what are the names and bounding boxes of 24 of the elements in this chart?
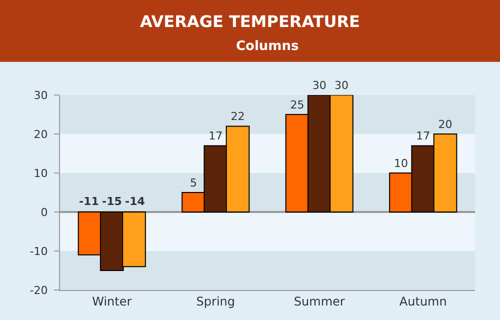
- data-label: -15: [102, 195, 122, 208]
- x-tick-label: Spring: [196, 294, 235, 308]
- data-label: 17: [416, 130, 430, 143]
- y-tick-label: 10: [34, 166, 48, 180]
- x-tick-label: Winter: [92, 294, 132, 308]
- data-label: 22: [230, 110, 245, 124]
- data-label: 25: [290, 98, 304, 112]
- data-label: 5: [190, 176, 197, 190]
- data-label: -11: [79, 195, 99, 208]
- y-tick-label: 30: [34, 88, 48, 102]
- y-tick-label: 20: [34, 128, 48, 141]
- data-label: 17: [208, 130, 223, 143]
- data-label: 30: [334, 79, 349, 92]
- data-label: 20: [438, 118, 452, 131]
- data-label: 10: [394, 157, 408, 170]
- data-label: 30: [312, 79, 326, 92]
- x-tick-label: Autumn: [399, 294, 447, 308]
- data-label: -14: [125, 195, 146, 208]
- y-tick-label: 0: [40, 206, 48, 219]
- chart-title: AVERAGE TEMPERATURE: [140, 12, 360, 32]
- y-tick-label: -20: [30, 284, 48, 297]
- chart-subtitle: Columns: [236, 39, 299, 54]
- y-tick-label: -10: [30, 244, 48, 258]
- x-tick-label: Summer: [294, 294, 345, 308]
